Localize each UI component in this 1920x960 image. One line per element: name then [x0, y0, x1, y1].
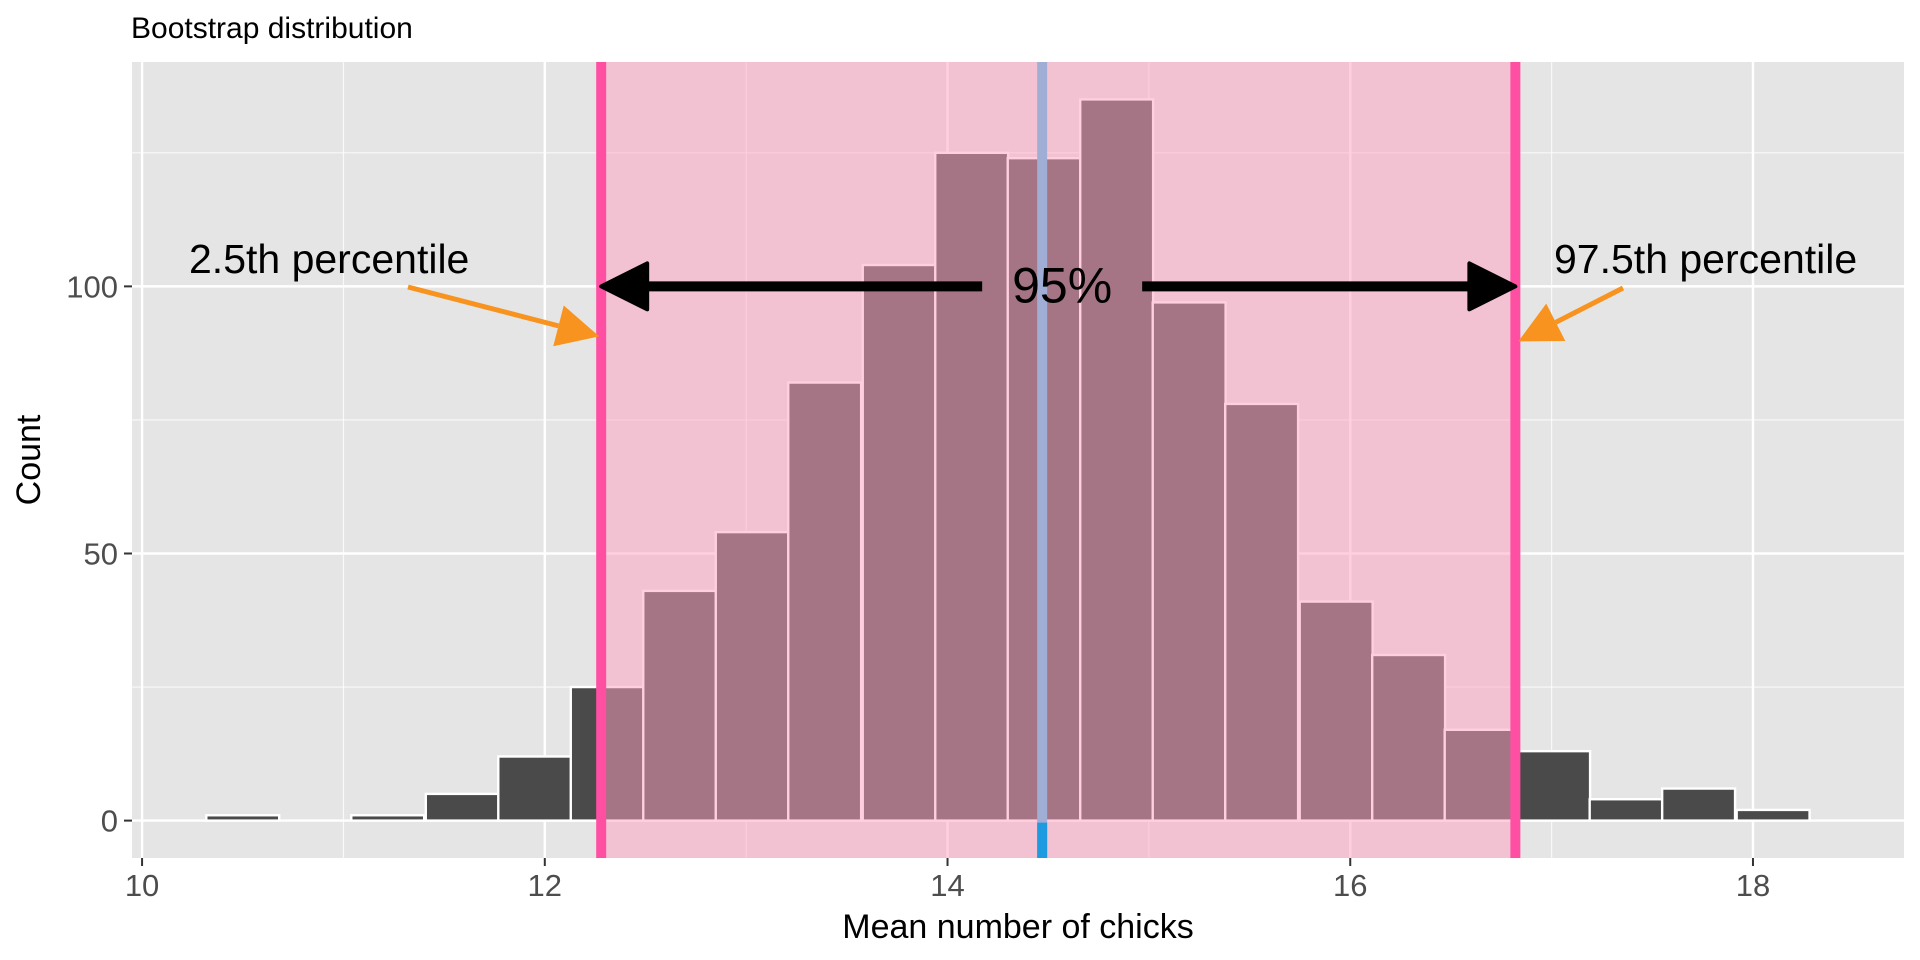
- x-tick-label: 10: [125, 868, 159, 903]
- histogram-bar: [1588, 798, 1664, 822]
- histogram-bar: [497, 755, 573, 822]
- chart-title: Bootstrap distribution: [131, 12, 413, 45]
- histogram-bar: [1515, 749, 1592, 822]
- y-axis-label: Count: [10, 414, 48, 505]
- x-tick-label: 16: [1333, 868, 1367, 903]
- x-tick-label: 14: [930, 868, 964, 903]
- center-percent-label: 95%: [1012, 257, 1112, 313]
- ci-arrow-left-head: [599, 261, 650, 312]
- x-tick-label: 18: [1736, 868, 1770, 903]
- upper-percentile-label: 97.5th percentile: [1554, 236, 1857, 282]
- lower-percentile-label: 2.5th percentile: [189, 236, 469, 282]
- upper-callout-arrow-shaft: [1554, 285, 1625, 325]
- y-tick-label: 0: [101, 804, 118, 839]
- upper-callout-arrow-head: [1518, 303, 1566, 342]
- confidence-interval-shade: [601, 62, 1516, 858]
- x-axis-label: Mean number of chicks: [842, 908, 1194, 946]
- x-tick-label: 12: [528, 868, 562, 903]
- histogram-bar: [350, 814, 426, 822]
- histogram-bar: [424, 792, 500, 822]
- lower-callout-arrow-shaft: [407, 284, 560, 329]
- lower-callout-arrow-head: [553, 305, 600, 347]
- histogram-bar: [205, 814, 281, 822]
- histogram-bar: [1735, 808, 1811, 822]
- y-tick-label: 100: [66, 269, 118, 304]
- histogram-bar: [1660, 787, 1737, 822]
- ci-arrow-right-head: [1467, 261, 1518, 312]
- y-tick-label: 50: [84, 536, 118, 571]
